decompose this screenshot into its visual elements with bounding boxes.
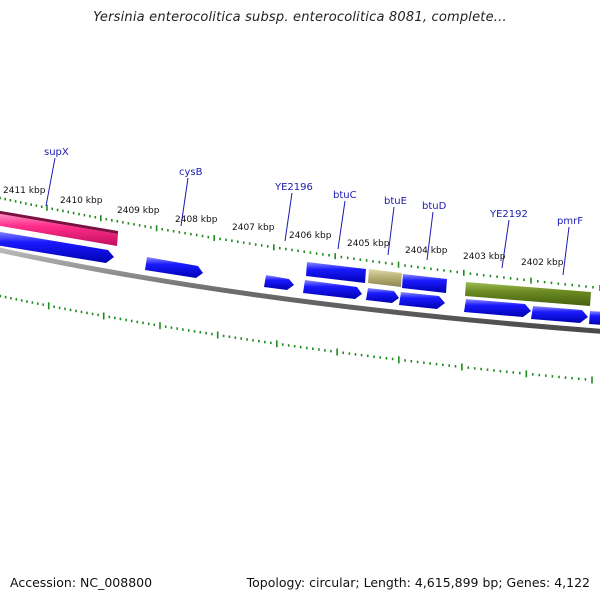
leader-ye2196 (284, 192, 293, 242)
cds-upper-1 (0, 231, 114, 263)
gene-label-pmrf: pmrF (557, 216, 583, 227)
cds-upper-btud (402, 274, 447, 293)
gene-label-ye2192: YE2192 (489, 209, 528, 220)
cds-lower-1 (303, 280, 362, 299)
ruler-label: 2410 kbp (60, 196, 103, 206)
ruler-label: 2404 kbp (405, 246, 448, 256)
gene-leaders (45, 157, 570, 276)
gene-label-cysb: cysB (179, 167, 203, 178)
genome-backbone (0, 247, 600, 334)
ruler-label: 2405 kbp (347, 239, 390, 249)
feature-supx-pink (0, 213, 118, 246)
outer-tick-ruler (0, 196, 600, 291)
feature-supx-pink-edge (0, 210, 118, 234)
gene-label-btud: btuD (422, 201, 447, 212)
ruler-label: 2408 kbp (175, 215, 218, 225)
leader-ye2192 (501, 219, 510, 269)
feature-btue-tan (368, 269, 402, 287)
leader-supx (45, 157, 56, 207)
ruler-labels: 2411 kbp 2410 kbp 2409 kbp 2408 kbp 2407… (3, 186, 564, 268)
feature-ye2192-olive (465, 282, 591, 306)
ruler-label: 2406 kbp (289, 231, 332, 241)
gene-label-btuc: btuC (333, 190, 357, 201)
gene-label-supx: supX (44, 147, 69, 158)
ruler-label: 2402 kbp (521, 258, 564, 268)
cds-lower-4 (464, 299, 531, 317)
cds-lower-3 (399, 292, 445, 309)
leader-cysb (180, 177, 189, 227)
ruler-label: 2411 kbp (3, 186, 46, 196)
ruler-label: 2407 kbp (232, 223, 275, 233)
genome-summary: Topology: circular; Length: 4,615,899 bp… (246, 575, 590, 590)
cds-upper-2 (145, 257, 203, 278)
gene-label-btue: btuE (384, 196, 407, 207)
leader-btue (387, 206, 395, 256)
leader-pmrf (562, 226, 570, 276)
cds-upper-btuc (306, 262, 366, 283)
ruler-label: 2403 kbp (463, 252, 506, 262)
gene-labels: supX cysB YE2196 btuC btuE btuD YE2192 p… (44, 147, 583, 227)
ruler-label: 2409 kbp (117, 206, 160, 216)
accession-label: Accession: NC_008800 (10, 575, 153, 590)
map-title: Yersinia enterocolitica subsp. enterocol… (93, 10, 507, 25)
cds-upper-3 (264, 275, 294, 290)
gene-label-ye2196: YE2196 (274, 182, 313, 193)
inner-tick-ruler (0, 294, 593, 384)
leader-btud (426, 211, 434, 261)
cds-lower-6 (589, 311, 600, 325)
cds-lower-2 (366, 288, 399, 303)
leader-btuc (337, 200, 346, 250)
cds-lower-5 (531, 306, 588, 323)
